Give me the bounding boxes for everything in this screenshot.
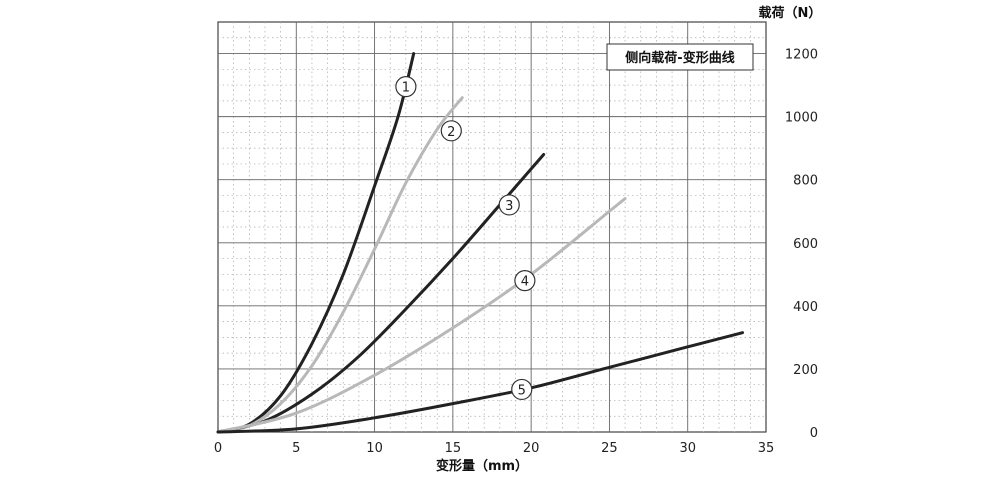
series-marker-circle xyxy=(395,76,417,98)
y-tick-label: 400 xyxy=(793,300,818,315)
series-line-2 xyxy=(216,96,464,434)
y-tick-label: 200 xyxy=(793,363,818,378)
legend-box xyxy=(606,43,754,71)
y-tick-labels: 0 200 400 600 800 1000 1200 xyxy=(785,48,818,441)
grid-minor xyxy=(218,22,766,432)
y-axis-title: 载荷（N） xyxy=(759,5,822,21)
x-tick-label: 5 xyxy=(292,441,300,456)
x-tick-label: 30 xyxy=(679,441,696,456)
x-tick-label: 25 xyxy=(601,441,618,456)
series-marker-label: 1 xyxy=(402,81,410,96)
y-tick-label: 600 xyxy=(793,237,818,252)
series-marker-circle xyxy=(511,378,533,401)
x-tick-label: 0 xyxy=(214,441,222,456)
x-axis-title: 变形量（mm） xyxy=(436,458,528,474)
x-tick-label: 10 xyxy=(366,441,383,456)
series-marker-circle xyxy=(498,194,520,216)
marker-layer: 1 2 3 4 5 xyxy=(395,76,536,401)
y-tick-label: 1000 xyxy=(785,111,818,126)
series-line-3 xyxy=(216,152,546,434)
series-line-1 xyxy=(216,52,416,434)
series-marker-circle xyxy=(440,120,462,142)
series-marker-circle xyxy=(514,270,536,292)
x-tick-label: 20 xyxy=(523,441,540,456)
series-layer xyxy=(216,52,745,434)
x-tick-labels: 0 5 10 15 20 25 30 35 xyxy=(214,441,774,456)
series-marker-label: 5 xyxy=(518,383,526,398)
series-line-4 xyxy=(216,197,627,434)
chart-title: 侧向载荷-变形曲线 xyxy=(625,50,734,66)
y-tick-label: 800 xyxy=(793,174,818,189)
series-marker-label: 3 xyxy=(505,199,513,214)
y-tick-label: 1200 xyxy=(785,48,818,63)
x-tick-label: 35 xyxy=(758,441,775,456)
series-line-5 xyxy=(216,331,745,434)
y-tick-label: 0 xyxy=(810,426,818,441)
series-marker-label: 4 xyxy=(521,275,529,290)
x-tick-label: 15 xyxy=(445,441,462,456)
series-marker-label: 2 xyxy=(447,125,455,140)
